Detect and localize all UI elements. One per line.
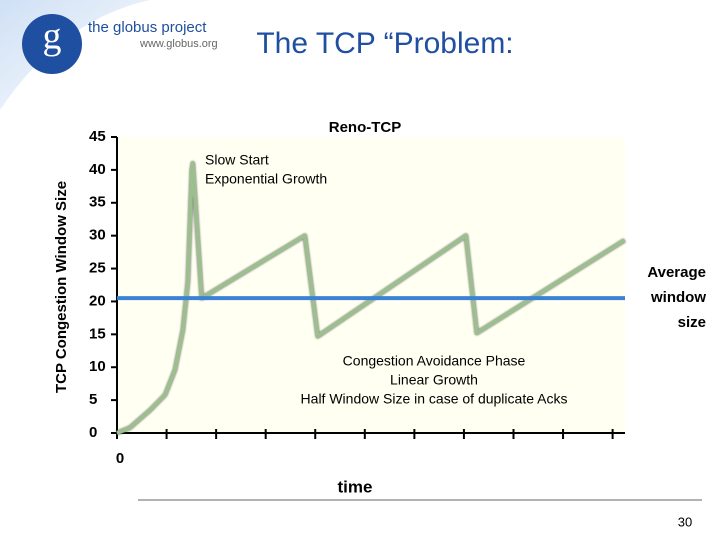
y-tick-label: 10 — [89, 358, 106, 375]
slow-start-note: Exponential Growth — [205, 171, 327, 187]
congestion-note: Congestion Avoidance Phase — [343, 353, 526, 369]
y-tick-label: 40 — [89, 161, 106, 178]
x-axis-label: time — [338, 477, 373, 496]
logo-url: www.globus.org — [139, 38, 218, 50]
logo-glyph: g — [43, 16, 62, 58]
logo-circle — [22, 14, 82, 74]
congestion-note: Linear Growth — [390, 372, 478, 388]
average-label: Average window size — [647, 264, 706, 331]
y-tick-label: 35 — [89, 194, 106, 211]
congestion-note: Half Window Size in case of duplicate Ac… — [301, 391, 568, 407]
y-tick-label: 0 — [89, 424, 97, 441]
y-axis-label: TCP Congestion Window Size — [53, 181, 70, 393]
series-line — [116, 161, 626, 435]
page-number: 30 — [678, 514, 692, 529]
slide-title: The TCP “Problem: — [256, 27, 513, 60]
y-tick-label: 25 — [89, 260, 106, 277]
logo-name: the globus project — [88, 19, 207, 36]
x-tick-label: 0 — [116, 450, 124, 467]
chart-title: Reno-TCP — [329, 119, 402, 136]
slow-start-note: Slow Start — [205, 152, 269, 168]
y-tick-label: 20 — [89, 292, 106, 309]
y-tick-label: 5 — [89, 391, 97, 408]
annotations: Average window size Slow Start Exponential G… — [205, 152, 706, 407]
y-tick-label: 45 — [89, 128, 106, 145]
y-tick-label: 15 — [89, 325, 106, 342]
y-tick-label: 30 — [89, 227, 106, 244]
